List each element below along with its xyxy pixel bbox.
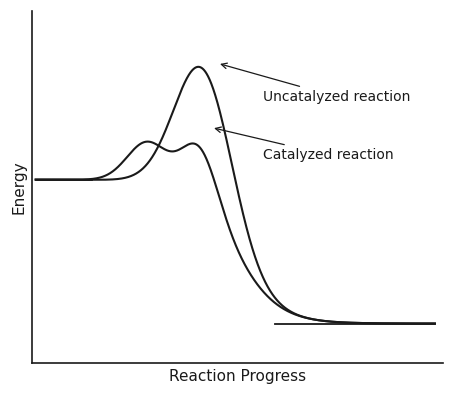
X-axis label: Reaction Progress: Reaction Progress: [169, 369, 306, 384]
Text: Catalyzed reaction: Catalyzed reaction: [215, 127, 394, 162]
Text: Uncatalyzed reaction: Uncatalyzed reaction: [222, 63, 410, 104]
Y-axis label: Energy: Energy: [11, 160, 26, 214]
